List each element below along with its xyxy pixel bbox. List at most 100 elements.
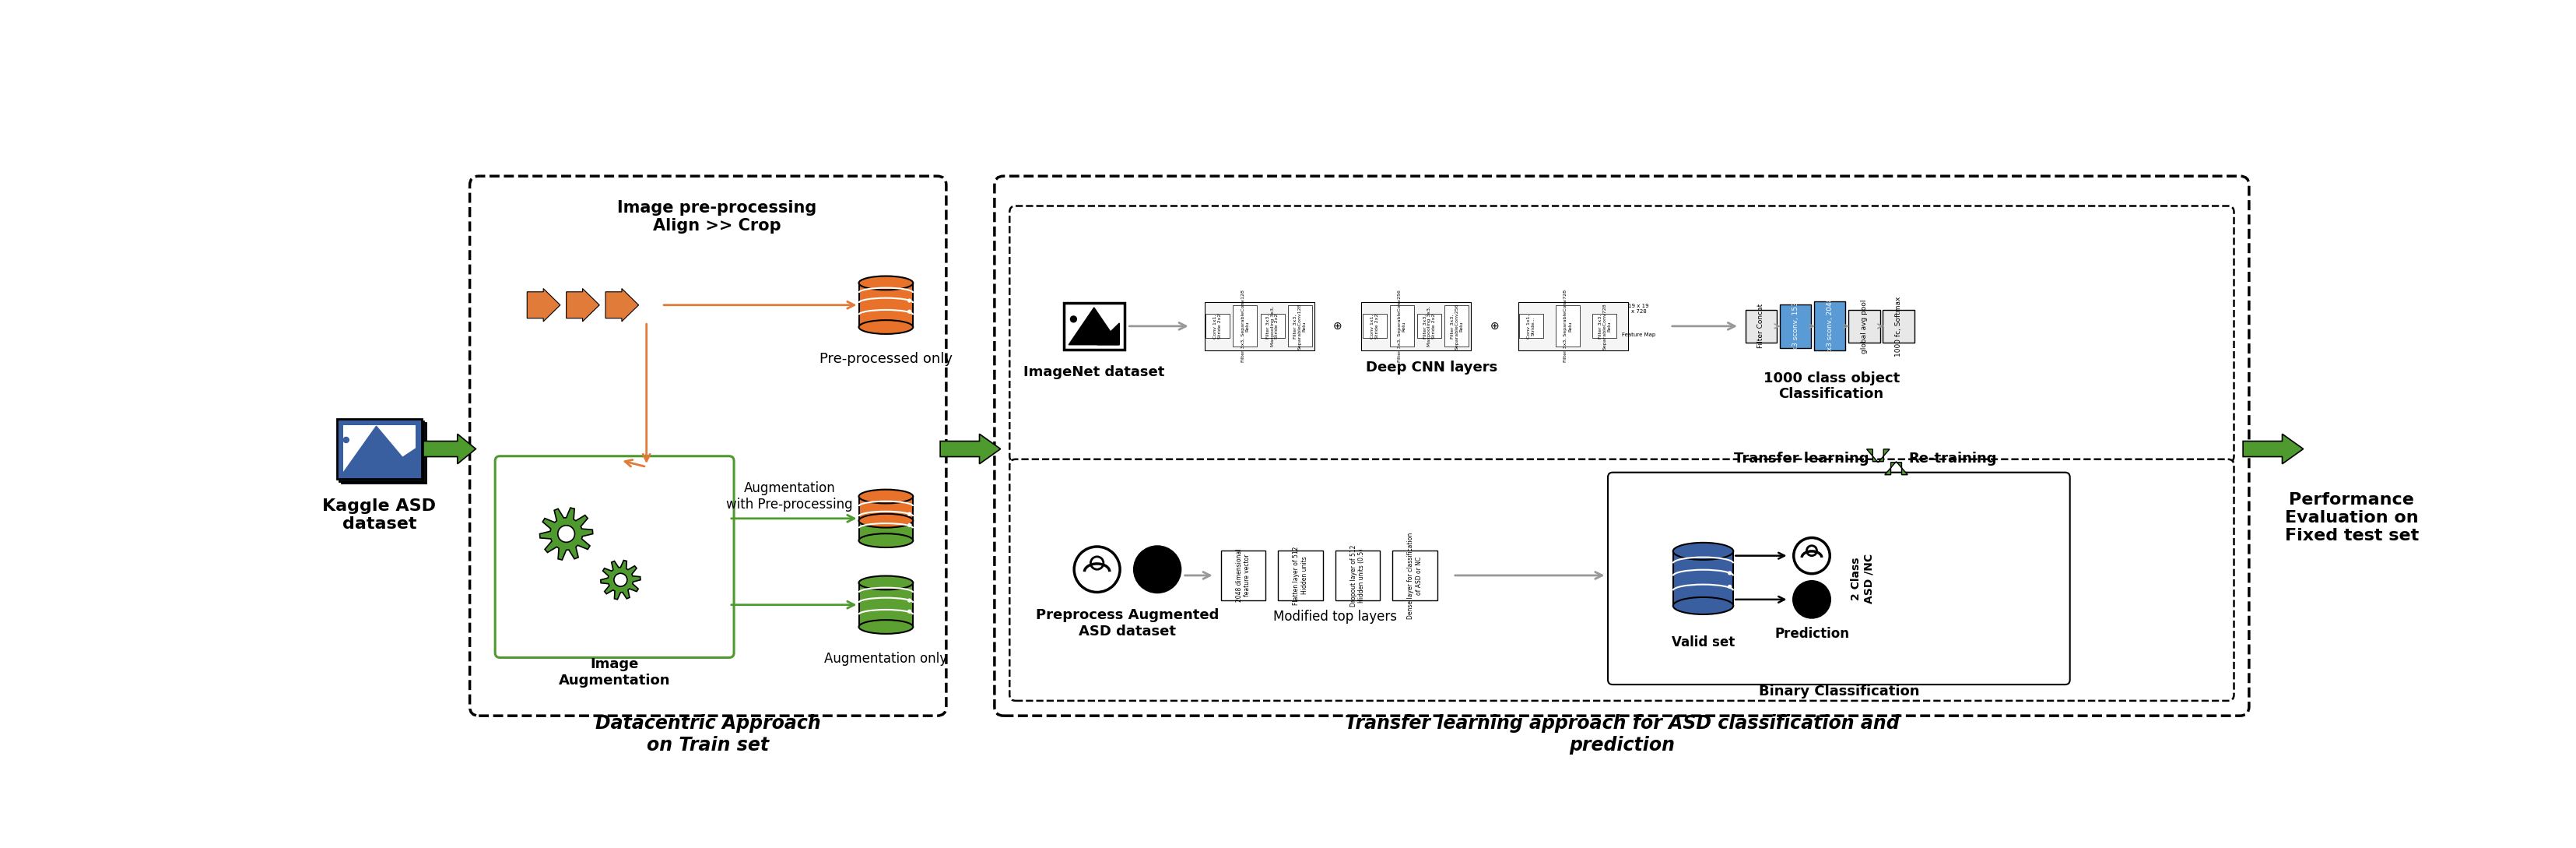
FancyBboxPatch shape: [469, 176, 945, 716]
FancyBboxPatch shape: [1607, 472, 2071, 684]
Text: Filter 3x3,
SeparableConv128
Relu: Filter 3x3, SeparableConv128 Relu: [1293, 303, 1306, 349]
FancyArrow shape: [605, 288, 639, 321]
Text: Conv 1x1,
Stride 2x2: Conv 1x1, Stride 2x2: [1213, 314, 1221, 338]
Text: Filter Concat: Filter Concat: [1757, 304, 1765, 349]
Bar: [1064, 303, 1123, 349]
FancyArrow shape: [422, 434, 477, 464]
Circle shape: [1151, 556, 1164, 569]
Bar: [1394, 550, 1437, 600]
Bar: [1747, 310, 1777, 343]
Bar: [1278, 550, 1324, 600]
Ellipse shape: [858, 576, 912, 589]
Text: Filter 3x3,
Maxpooling 3x3,
Stride 2x2: Filter 3x3, Maxpooling 3x3, Stride 2x2: [1422, 306, 1435, 346]
Bar: [1206, 314, 1229, 338]
Text: Datacentric Approach
on Train set: Datacentric Approach on Train set: [595, 714, 822, 754]
Bar: [1360, 302, 1471, 350]
Wedge shape: [1801, 591, 1821, 601]
Text: ⊕: ⊕: [1334, 321, 1342, 332]
Circle shape: [907, 299, 912, 302]
Circle shape: [343, 437, 350, 444]
Bar: [345, 427, 417, 475]
FancyArrow shape: [528, 288, 559, 321]
Bar: [1520, 314, 1543, 338]
Ellipse shape: [1672, 543, 1734, 560]
Circle shape: [613, 573, 626, 587]
Bar: [343, 425, 415, 473]
Bar: [1445, 305, 1468, 347]
Circle shape: [1806, 589, 1816, 600]
Text: Filter 3x3, SeparableConv728
Relu: Filter 3x3, SeparableConv728 Relu: [1564, 290, 1571, 362]
Text: 2 Class
ASD /NC: 2 Class ASD /NC: [1852, 554, 1875, 604]
Bar: [1850, 310, 1880, 343]
Bar: [1672, 551, 1734, 605]
Text: Pre-processed only: Pre-processed only: [819, 352, 953, 365]
Bar: [1517, 302, 1628, 350]
Bar: [1206, 302, 1314, 350]
Circle shape: [1793, 582, 1829, 617]
Ellipse shape: [1672, 597, 1734, 614]
Bar: [858, 283, 912, 327]
Bar: [337, 419, 422, 479]
Bar: [858, 521, 912, 540]
Circle shape: [1793, 538, 1829, 574]
Text: Filter 3x3,
SeparableConv256
Relu: Filter 3x3, SeparableConv256 Relu: [1450, 303, 1463, 349]
Circle shape: [907, 512, 912, 516]
Text: 3x3 sconv, 1538: 3x3 sconv, 1538: [1793, 297, 1798, 355]
Bar: [1334, 550, 1381, 600]
Text: Filter 3x3,
SeparableConv728
Relu: Filter 3x3, SeparableConv728 Relu: [1597, 303, 1610, 349]
Text: global avg pool: global avg pool: [1860, 299, 1868, 354]
Ellipse shape: [858, 620, 912, 633]
FancyArrow shape: [940, 434, 999, 464]
Circle shape: [1728, 585, 1731, 589]
Text: Filter 3x3, SeparableConv128
Relu: Filter 3x3, SeparableConv128 Relu: [1242, 290, 1249, 362]
Text: Flatten layer of 512
Hidden units: Flatten layer of 512 Hidden units: [1293, 546, 1309, 605]
Circle shape: [559, 526, 574, 542]
FancyArrow shape: [2244, 434, 2303, 464]
Bar: [1391, 305, 1414, 347]
Text: Filter 3x3, SeparableConv256
Relu: Filter 3x3, SeparableConv256 Relu: [1399, 290, 1406, 362]
Polygon shape: [1097, 323, 1121, 345]
Text: Dropout layer of 512
Hidden units (0.5): Dropout layer of 512 Hidden units (0.5): [1350, 544, 1365, 606]
Ellipse shape: [858, 276, 912, 290]
FancyBboxPatch shape: [1010, 206, 2233, 462]
Bar: [1260, 314, 1285, 338]
Text: Deep CNN layers: Deep CNN layers: [1365, 360, 1497, 374]
Bar: [1883, 310, 1914, 343]
Text: Modified top layers: Modified top layers: [1273, 610, 1396, 623]
Text: Binary Classification: Binary Classification: [1759, 684, 1919, 699]
FancyBboxPatch shape: [1010, 460, 2233, 700]
Polygon shape: [1069, 308, 1121, 345]
Ellipse shape: [858, 489, 912, 504]
Text: Conv 1x1,
Stride...: Conv 1x1, Stride...: [1528, 314, 1535, 338]
Text: 19 x 19
x 728: 19 x 19 x 728: [1628, 304, 1649, 314]
Text: Prediction: Prediction: [1775, 627, 1850, 640]
FancyArrow shape: [1886, 461, 1909, 475]
Ellipse shape: [858, 514, 912, 527]
Circle shape: [907, 310, 912, 313]
Circle shape: [907, 523, 912, 527]
Text: Image
Augmentation: Image Augmentation: [559, 657, 670, 688]
FancyBboxPatch shape: [495, 456, 734, 657]
Text: Dense layer for classification
of ASD or NC: Dense layer for classification of ASD or…: [1406, 532, 1422, 619]
Circle shape: [1728, 572, 1731, 575]
Bar: [340, 421, 422, 481]
FancyArrow shape: [1868, 449, 1891, 462]
Bar: [1234, 305, 1257, 347]
Text: 1000 class object
Classification: 1000 class object Classification: [1762, 371, 1899, 401]
Bar: [858, 496, 912, 521]
Text: Transfer learning: Transfer learning: [1734, 452, 1870, 466]
Bar: [340, 423, 425, 483]
Text: Conv 1x1,
Stride 2x2: Conv 1x1, Stride 2x2: [1370, 314, 1378, 338]
Text: Performance
Evaluation on
Fixed test set: Performance Evaluation on Fixed test set: [2285, 492, 2419, 544]
Bar: [1288, 305, 1311, 347]
Ellipse shape: [858, 321, 912, 334]
Text: Transfer learning approach for ASD classification and
prediction: Transfer learning approach for ASD class…: [1345, 714, 1899, 754]
Polygon shape: [343, 427, 415, 473]
Bar: [1417, 314, 1443, 338]
Bar: [1363, 314, 1386, 338]
Polygon shape: [379, 446, 420, 473]
Text: Preprocess Augmented
ASD dataset: Preprocess Augmented ASD dataset: [1036, 608, 1218, 639]
FancyBboxPatch shape: [994, 176, 2249, 716]
Text: Feature Map: Feature Map: [1623, 332, 1656, 337]
Circle shape: [907, 610, 912, 613]
